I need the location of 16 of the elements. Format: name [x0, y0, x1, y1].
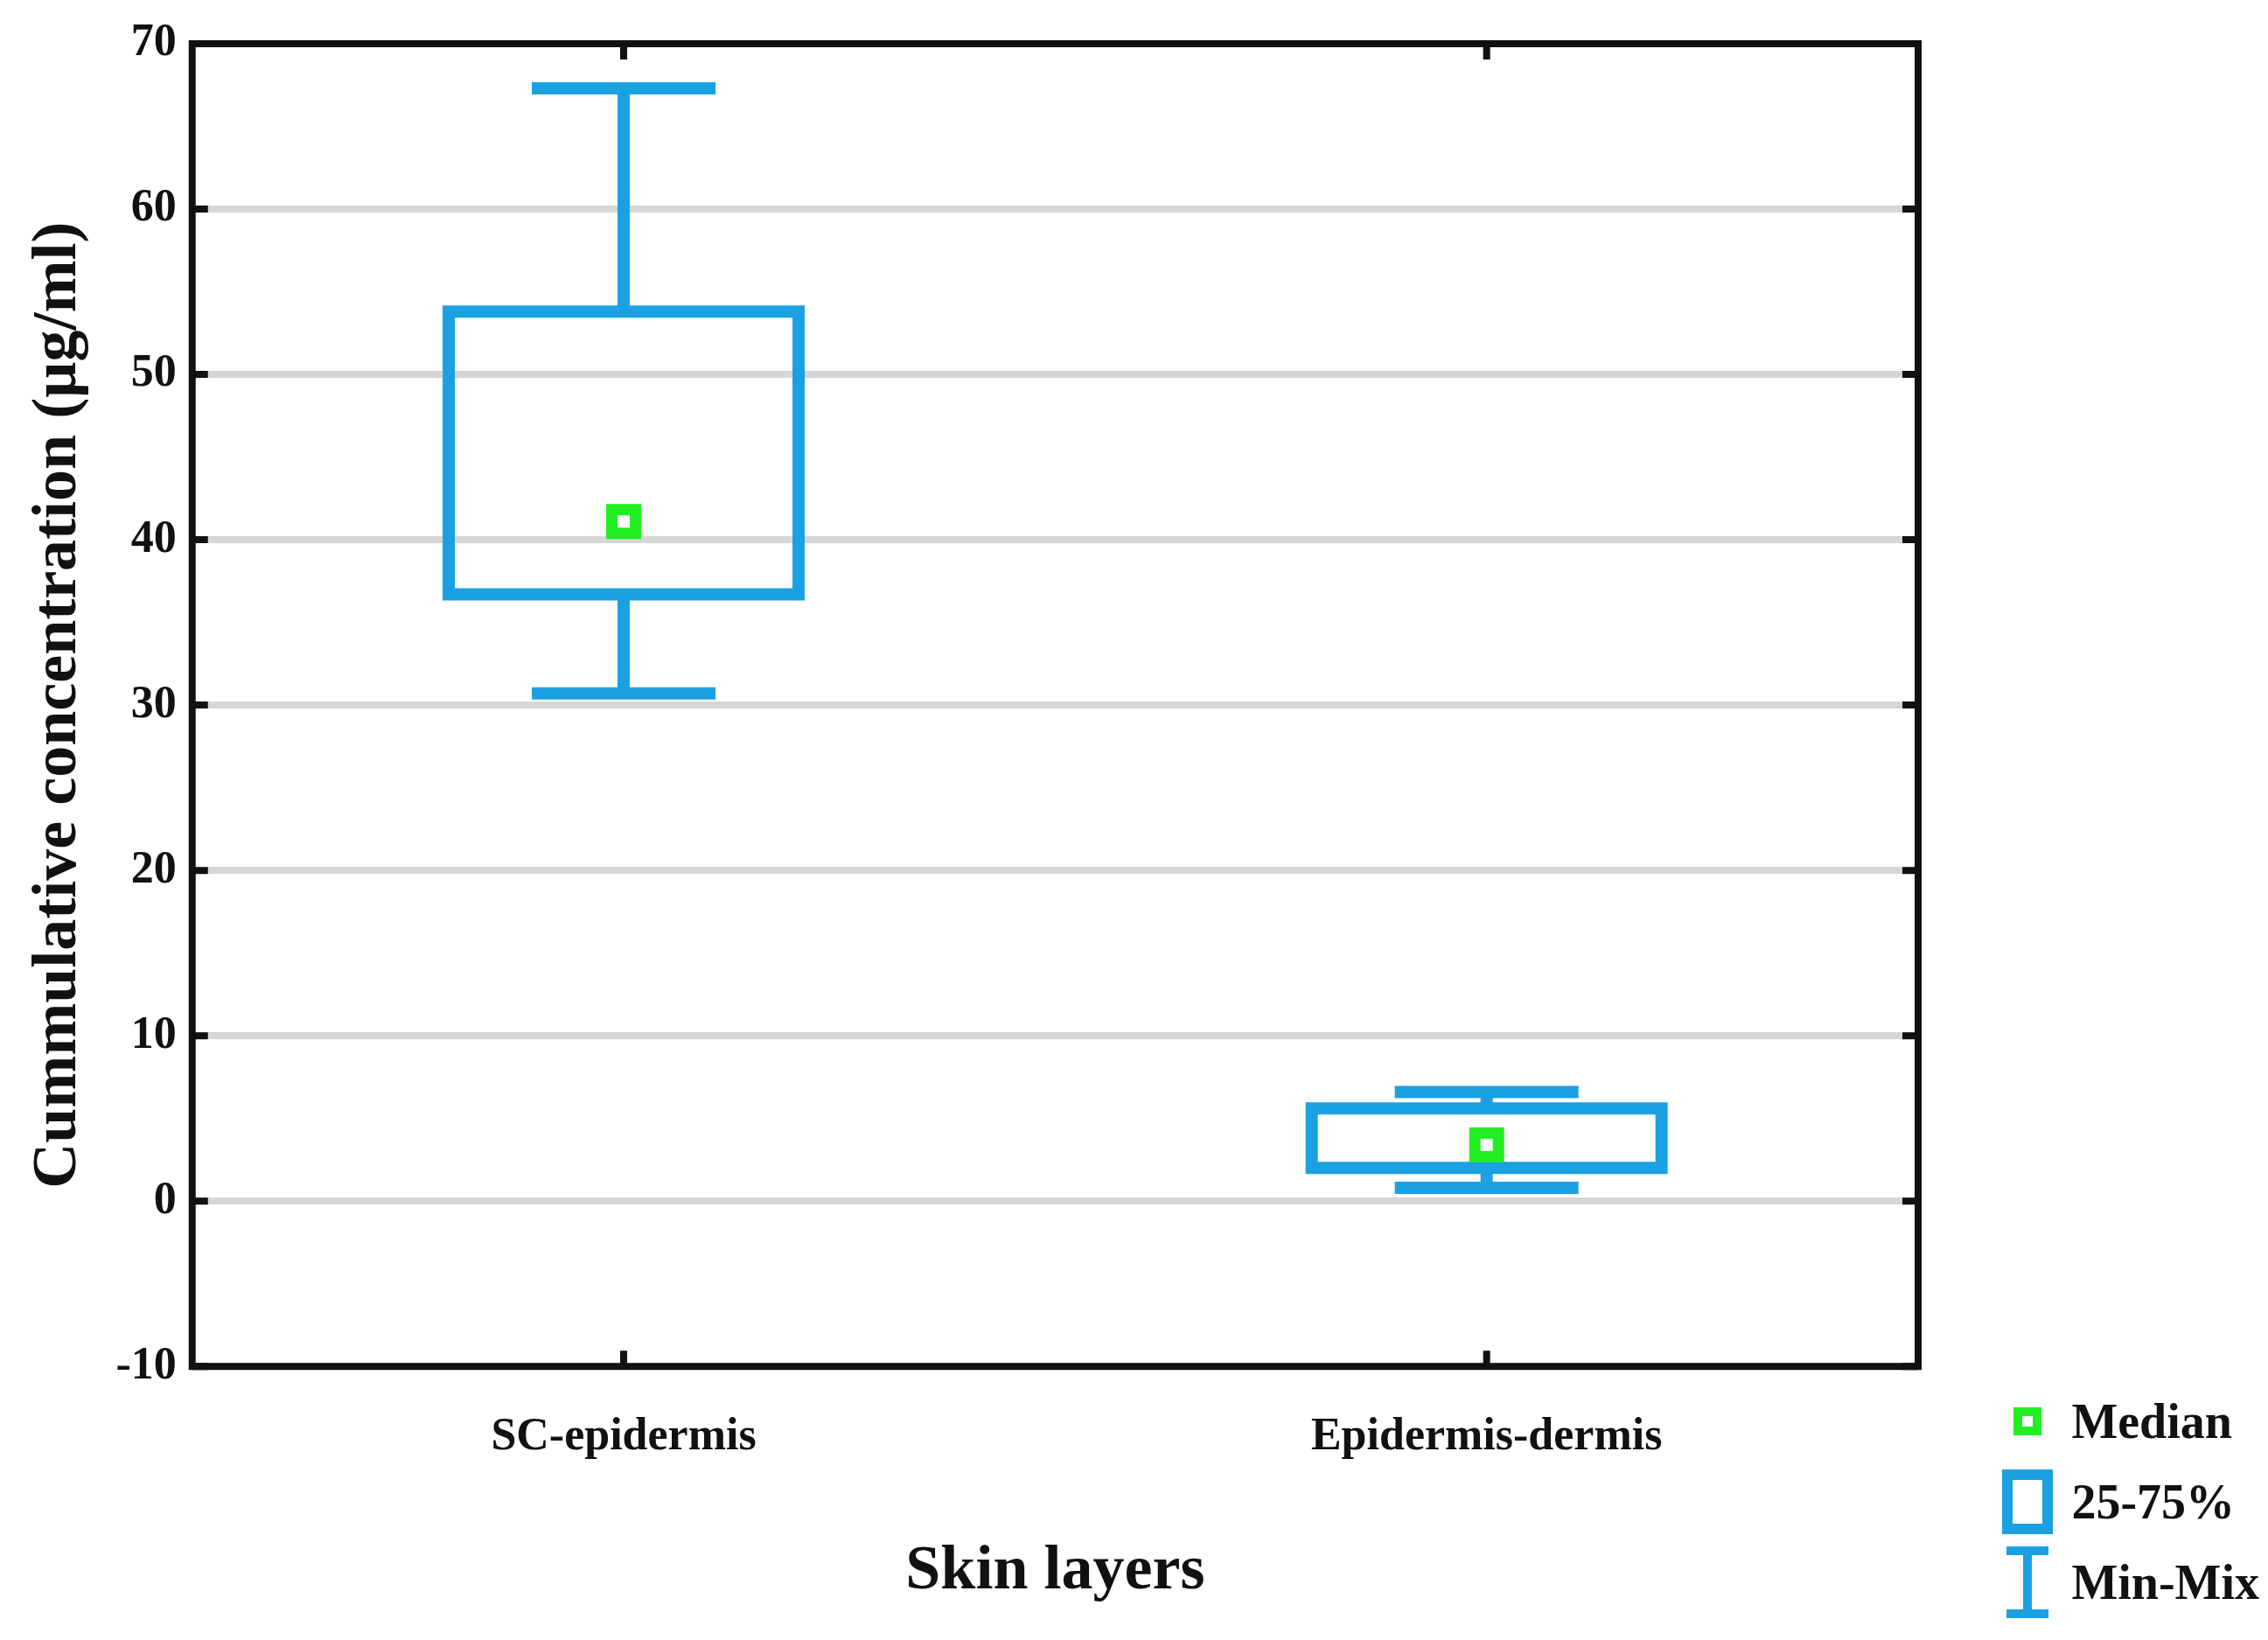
y-tick-label: -10	[115, 1337, 177, 1388]
y-tick-label: 60	[130, 180, 177, 231]
y-tick-label: 30	[130, 676, 177, 727]
text: Median	[2071, 1393, 2232, 1449]
x-tick-label: Epidermis-dermis	[1310, 1408, 1663, 1459]
y-axis-title: Cummulative concentration (µg/ml)	[18, 221, 89, 1189]
x-tick-label: SC-epidermis	[491, 1408, 757, 1459]
y-tick-label: 70	[130, 15, 177, 66]
y-tick-label: 20	[130, 841, 177, 892]
y-tick-label: 50	[130, 345, 177, 396]
x-axis-title: Skin layers	[905, 1532, 1205, 1603]
y-tick-label: 40	[130, 511, 177, 562]
y-tick-label: 10	[130, 1007, 177, 1057]
y-tick-label: 0	[153, 1172, 177, 1223]
text: 25-75%	[2071, 1474, 2236, 1530]
text: Min-Mix	[2071, 1554, 2259, 1610]
